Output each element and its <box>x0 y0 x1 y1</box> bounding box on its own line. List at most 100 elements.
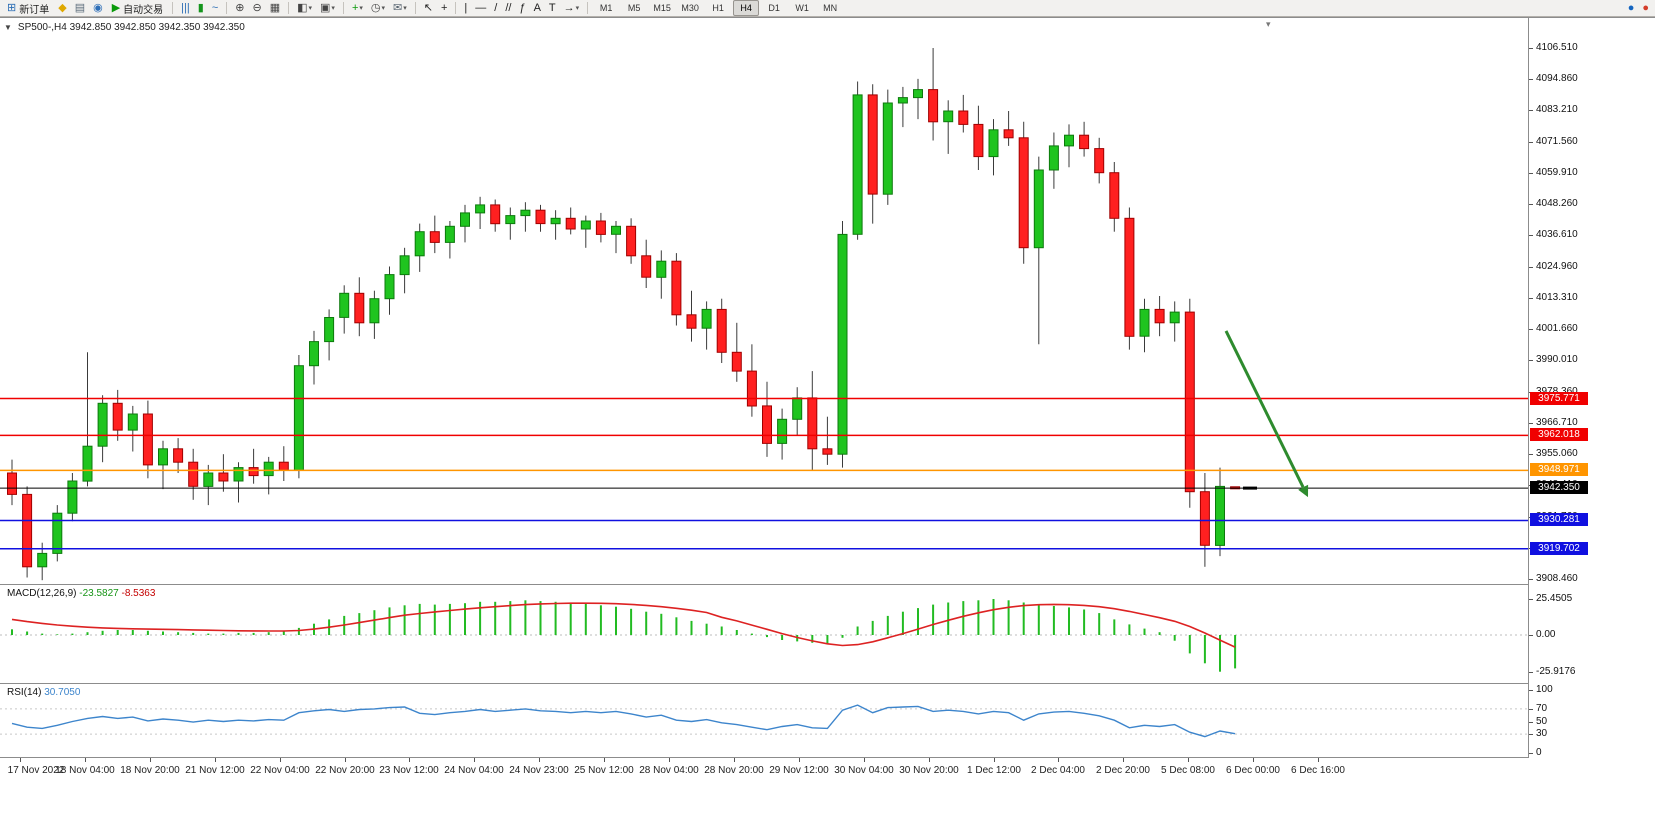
candle-body <box>354 292 365 324</box>
fibonacci-icon[interactable]: ƒ <box>519 1 526 14</box>
time-label: 24 Nov 04:00 <box>444 765 504 776</box>
channel-icon[interactable]: // <box>505 1 512 14</box>
candle-body <box>218 472 229 482</box>
periods-icon[interactable]: ◷ ▾ <box>370 1 386 14</box>
rsi-axis-label: 30 <box>1536 728 1548 739</box>
print-icon[interactable]: ▤ <box>74 1 86 14</box>
panel-splitter[interactable] <box>0 683 1655 684</box>
horizontal-line-icon[interactable]: — <box>475 1 487 14</box>
toolbar-separator <box>172 2 174 14</box>
timeframe-button-d1[interactable]: D1 <box>768 3 780 13</box>
toolbar-separator <box>587 2 589 14</box>
time-tick <box>929 758 930 762</box>
candle-body <box>142 413 153 466</box>
timeframe-button-w1[interactable]: W1 <box>795 3 809 13</box>
candle-body <box>384 274 395 300</box>
timeframe-button-m30[interactable]: M30 <box>681 3 699 13</box>
price-tick-label: 3908.460 <box>1536 573 1578 584</box>
time-label: 2 Dec 20:00 <box>1096 765 1150 776</box>
profiles-icon[interactable]: ▣ ▾ <box>320 1 335 14</box>
label-icon[interactable]: T <box>548 1 556 14</box>
line-chart-icon[interactable]: ~ <box>211 1 219 14</box>
main-price-chart[interactable] <box>0 18 1528 584</box>
time-label: 6 Dec 16:00 <box>1291 765 1345 776</box>
crosshair-icon[interactable]: + <box>440 1 448 14</box>
one-click-trading-toggle[interactable]: ▼ <box>4 23 12 32</box>
rsi-indicator-panel[interactable] <box>0 684 1528 757</box>
indicators-icon[interactable]: + ▾ <box>351 1 363 14</box>
time-tick <box>1253 758 1254 762</box>
new-order-label: 新订单 <box>19 4 50 16</box>
time-label: 28 Nov 20:00 <box>704 765 764 776</box>
candle-body <box>1033 169 1044 249</box>
zoom-in-icon[interactable]: ⊕ <box>235 1 245 14</box>
candle-body <box>490 204 501 225</box>
data-window-icon[interactable]: ◉ <box>93 1 103 14</box>
time-tick <box>20 758 21 762</box>
rsi-label: RSI(14) 30.7050 <box>7 687 80 698</box>
candle-body <box>97 402 108 447</box>
candle-body <box>1184 311 1195 493</box>
trend-arrow-annotation[interactable] <box>1224 330 1305 488</box>
candle-body <box>913 89 923 99</box>
toolbar-separator <box>414 2 416 14</box>
time-label: 30 Nov 20:00 <box>899 765 959 776</box>
candle-body <box>1109 172 1120 219</box>
autotrading-button[interactable]: ▶ 自动交易 <box>108 1 167 16</box>
timeframe-button-m1[interactable]: M1 <box>599 3 613 13</box>
timeframe-button-h1[interactable]: H1 <box>712 3 724 13</box>
candle-body <box>399 255 410 276</box>
macd-main-value: -23.5827 <box>79 588 119 599</box>
candle-body <box>127 413 138 431</box>
candle-body <box>943 110 954 123</box>
timeframe-button-mn[interactable]: MN <box>823 3 838 13</box>
candle-body <box>520 209 531 217</box>
chart-shift-marker[interactable]: ▾ <box>1266 19 1271 29</box>
text-icon[interactable]: A <box>533 1 541 14</box>
candlestick-chart-icon[interactable]: ▮ <box>197 1 204 14</box>
candle-body <box>686 314 697 329</box>
templates-icon[interactable]: ✉ ▾ <box>393 1 407 14</box>
price-axis[interactable]: 4106.510 4094.860 4083.210 4071.560 4059.910… <box>1528 18 1655 758</box>
time-label: 25 Nov 12:00 <box>574 765 634 776</box>
toolbar-separator <box>455 2 457 14</box>
candle-body <box>1003 129 1014 139</box>
timeframe-button-m5[interactable]: M5 <box>627 3 641 13</box>
rsi-axis-tick <box>1529 722 1533 723</box>
metaeditor-icon[interactable]: ◆ <box>58 1 67 14</box>
candle-body <box>460 212 470 227</box>
candle-body <box>505 215 516 225</box>
timeframe-button-h4[interactable]: H4 <box>733 0 760 16</box>
bars-chart-icon[interactable]: ||| <box>181 1 190 14</box>
cursor-icon[interactable]: ↖ <box>423 1 433 14</box>
macd-indicator-panel[interactable] <box>0 585 1528 683</box>
time-tick <box>1058 758 1059 762</box>
candle-body <box>475 204 486 214</box>
price-tick <box>1529 579 1533 580</box>
price-tick-label: 3990.010 <box>1536 354 1578 365</box>
time-label: 29 Nov 12:00 <box>769 765 829 776</box>
time-tick <box>1318 758 1319 762</box>
vertical-line-icon[interactable]: | <box>464 1 468 14</box>
price-tick-label: 4048.260 <box>1536 198 1578 209</box>
timeframe-button-m15[interactable]: M15 <box>653 3 671 13</box>
price-tick <box>1529 329 1533 330</box>
candle-body <box>414 231 425 257</box>
autotrading-label: 自动交易 <box>123 4 164 16</box>
time-label: 30 Nov 04:00 <box>834 765 894 776</box>
notifications-icon[interactable]: ● <box>1642 1 1649 14</box>
candle-body <box>293 365 304 471</box>
candle-body <box>339 292 350 318</box>
price-tick <box>1529 204 1533 205</box>
new-chart-icon[interactable]: ◧ ▾ <box>297 1 313 14</box>
panel-splitter[interactable] <box>0 584 1655 585</box>
zoom-out-icon[interactable]: ⊖ <box>252 1 262 14</box>
new-order-button[interactable]: ⊞ 新订单 <box>3 1 53 16</box>
trendline-icon[interactable]: / <box>494 1 498 14</box>
time-label: 22 Nov 20:00 <box>315 765 375 776</box>
mql5-community-icon[interactable]: ● <box>1627 1 1635 14</box>
arrows-icon[interactable]: → ▾ <box>563 1 580 14</box>
toolbar-separator <box>226 2 228 14</box>
time-axis[interactable]: 17 Nov 2022 18 Nov 04:00 18 Nov 20:00 21 No… <box>0 758 1655 821</box>
tile-windows-icon[interactable]: ▦ <box>269 1 281 14</box>
